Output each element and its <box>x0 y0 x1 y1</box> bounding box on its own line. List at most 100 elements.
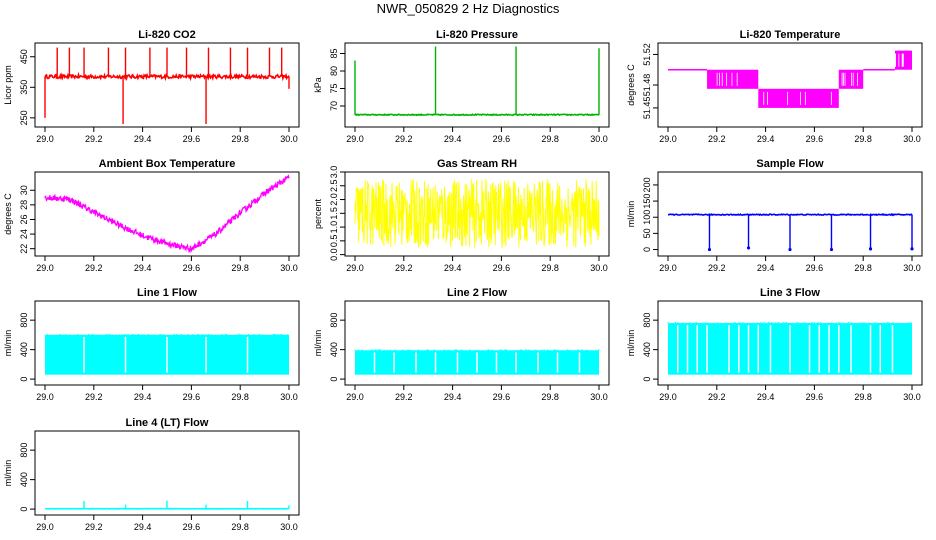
y-axis-label: Licor ppm <box>3 65 13 105</box>
x-tick-label: 29.4 <box>134 134 152 144</box>
x-tick-label: 30.0 <box>590 263 608 273</box>
x-tick-label: 29.6 <box>493 134 511 144</box>
y-tick-label: 800 <box>19 443 29 458</box>
x-tick-label: 29.4 <box>444 392 462 402</box>
chart-data-line1 <box>44 333 290 375</box>
x-tick-label: 29.0 <box>346 392 364 402</box>
y-tick-label: 400 <box>329 342 339 357</box>
chart-title: Line 4 (LT) Flow <box>126 417 209 429</box>
x-tick-label: 29.8 <box>854 134 872 144</box>
chart-data-ambient <box>44 174 290 254</box>
series-line <box>44 174 290 254</box>
y-axis-label: ml/min <box>3 460 13 487</box>
plot-frame <box>344 171 610 257</box>
y-tick-label: 800 <box>642 313 652 328</box>
plot-frame <box>657 171 923 257</box>
y-tick-label: 400 <box>642 342 652 357</box>
y-tick-label: 2.5 <box>329 180 339 193</box>
y-tick-label: 800 <box>19 313 29 328</box>
y-tick-label: 150 <box>642 194 652 209</box>
chart-data-co2 <box>44 47 290 124</box>
chart-data-line3 <box>667 322 913 375</box>
plot-frame <box>344 300 610 386</box>
x-tick-label: 29.4 <box>757 392 775 402</box>
x-tick-label: 29.4 <box>134 263 152 273</box>
chart-rh: 29.0 29.2 29.4 29.6 29.8 30.0 0.00.51.01.52.02… <box>313 158 610 273</box>
y-tick-label: 75 <box>329 83 339 93</box>
y-tick-label: 1.0 <box>329 221 339 234</box>
y-axis-label: ml/min <box>626 330 636 357</box>
page-title: NWR_050829 2 Hz Diagnostics <box>376 1 560 16</box>
x-tick-label: 30.0 <box>280 522 298 532</box>
y-tick-label: 85 <box>329 48 339 58</box>
y-axis-label: degrees C <box>3 193 13 235</box>
x-tick-label: 29.2 <box>85 263 103 273</box>
chart-ambient: 29.0 29.2 29.4 29.6 29.8 30.0 22 24 26 28 30 Ambien… <box>3 158 300 273</box>
x-tick-label: 29.4 <box>757 134 775 144</box>
chart-title: Sample Flow <box>756 158 824 170</box>
y-tick-label: 28 <box>19 200 29 210</box>
y-tick-label: 80 <box>329 66 339 76</box>
x-tick-label: 29.2 <box>85 134 103 144</box>
x-tick-label: 29.6 <box>183 263 201 273</box>
plot-frame <box>34 300 300 386</box>
band-area <box>707 69 759 89</box>
spike-point <box>829 247 834 252</box>
y-tick-label: 100 <box>642 210 652 225</box>
y-tick-label: 24 <box>19 229 29 239</box>
chart-title: Li-820 Temperature <box>740 29 841 41</box>
x-tick-label: 29.4 <box>444 134 462 144</box>
x-tick-label: 29.0 <box>346 263 364 273</box>
y-tick-label: 30 <box>19 185 29 195</box>
y-tick-label: 22 <box>19 244 29 254</box>
y-tick-label: 350 <box>19 80 29 95</box>
chart-co2: 29.0 29.2 29.4 29.6 29.8 30.0 250 350 450 Li-820 … <box>3 29 300 144</box>
x-tick-label: 30.0 <box>903 392 921 402</box>
x-tick-label: 29.2 <box>708 392 726 402</box>
y-tick-label: 0 <box>19 507 29 512</box>
spike-point <box>868 247 873 251</box>
x-tick-label: 29.0 <box>36 134 54 144</box>
x-tick-label: 29.8 <box>231 134 249 144</box>
x-tick-label: 30.0 <box>280 263 298 273</box>
plot-frame <box>344 42 610 128</box>
x-tick-label: 29.6 <box>493 392 511 402</box>
y-tick-label: 0.0 <box>329 248 339 261</box>
x-tick-label: 29.2 <box>85 392 103 402</box>
plot-frame <box>34 430 300 516</box>
x-tick-label: 30.0 <box>280 392 298 402</box>
x-tick-label: 29.8 <box>231 263 249 273</box>
x-tick-label: 29.8 <box>231 392 249 402</box>
chart-line3: 29.0 29.2 29.4 29.6 29.8 30.0 0 400 800 Line 3 Fl… <box>626 287 923 402</box>
x-tick-label: 29.0 <box>659 392 677 402</box>
chart-data-sample <box>667 212 914 252</box>
y-tick-label: 51.52 <box>642 43 652 66</box>
chart-title: Line 3 Flow <box>760 287 820 299</box>
y-axis-label: ml/min <box>626 201 636 228</box>
y-tick-label: 51.48 <box>642 74 652 97</box>
chart-data-rh <box>354 178 600 248</box>
chart-title: Gas Stream RH <box>437 158 517 170</box>
y-tick-label: 400 <box>19 472 29 487</box>
spike-point <box>707 247 712 252</box>
y-axis-label: percent <box>313 198 323 229</box>
x-tick-label: 29.6 <box>806 134 824 144</box>
x-tick-label: 29.0 <box>659 134 677 144</box>
x-tick-label: 29.2 <box>708 263 726 273</box>
x-tick-label: 29.6 <box>183 392 201 402</box>
x-tick-label: 30.0 <box>590 392 608 402</box>
y-axis-label: ml/min <box>313 330 323 357</box>
chart-line1: 29.0 29.2 29.4 29.6 29.8 30.0 0 400 800 Line 1 Fl… <box>3 287 300 402</box>
y-tick-label: 800 <box>329 313 339 328</box>
y-tick-label: 250 <box>19 110 29 125</box>
x-tick-label: 29.6 <box>806 392 824 402</box>
x-tick-label: 29.0 <box>659 263 677 273</box>
y-tick-label: 0 <box>329 377 339 382</box>
y-tick-label: 450 <box>19 49 29 64</box>
x-tick-label: 29.8 <box>541 392 559 402</box>
plot-frame <box>34 171 300 257</box>
x-tick-label: 29.2 <box>395 134 413 144</box>
spike-point <box>788 247 792 252</box>
x-tick-label: 29.2 <box>708 134 726 144</box>
